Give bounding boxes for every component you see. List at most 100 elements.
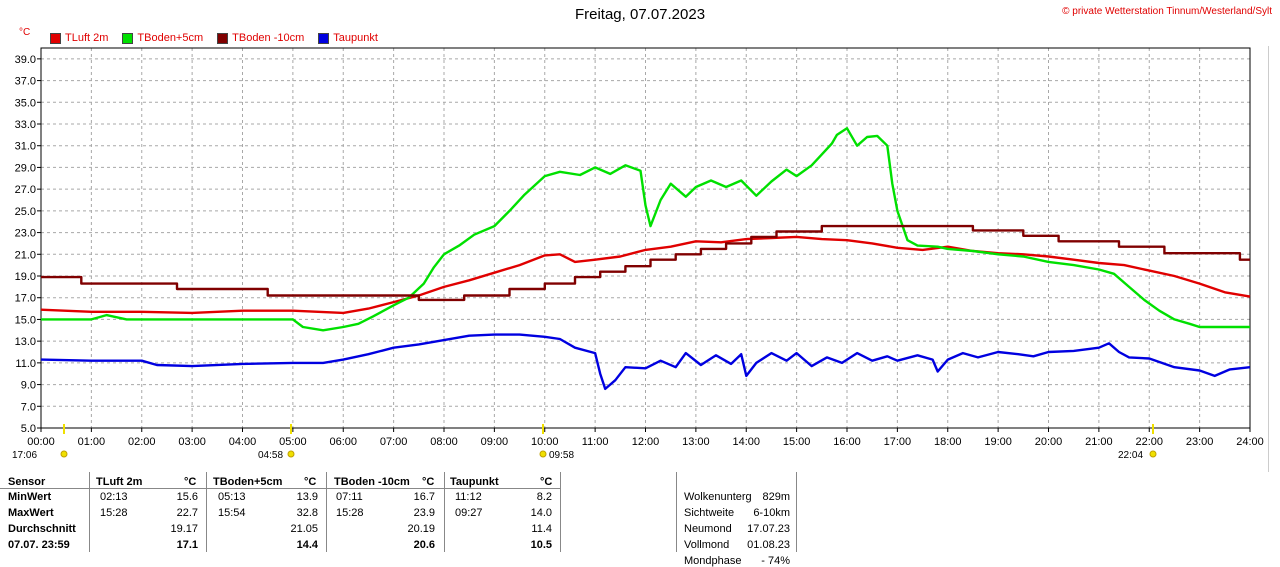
legend-label-tluft: TLuft 2m xyxy=(65,32,109,44)
y-tick-label: 37.0 xyxy=(15,76,36,88)
legend-swatch-taupunkt xyxy=(318,32,330,44)
info-value: 829m xyxy=(762,491,790,503)
y-axis-unit: °C xyxy=(19,27,31,38)
x-tick-label: 13:00 xyxy=(682,436,710,448)
y-tick-label: 29.0 xyxy=(15,162,36,174)
info-value: 01.08.23 xyxy=(747,539,790,551)
y-tick-label: 27.0 xyxy=(15,184,36,196)
stats-header-divider xyxy=(0,488,560,489)
x-tick-label: 05:00 xyxy=(279,436,307,448)
sun-marker-time: 22:04 xyxy=(1118,450,1143,461)
stats-cell: 21.05 xyxy=(290,523,318,535)
sun-marker-time: 04:58 xyxy=(258,450,283,461)
x-tick-label: 12:00 xyxy=(632,436,660,448)
x-tick-label: 19:00 xyxy=(984,436,1012,448)
stats-cell: 22.7 xyxy=(176,507,198,519)
stats-cell: 15:54 xyxy=(218,507,246,519)
y-tick-label: 15.0 xyxy=(15,314,36,326)
stats-cell: 02:13 xyxy=(100,491,128,503)
copyright-notice: © private Wetterstation Tinnum/Westerlan… xyxy=(1062,6,1272,17)
right-edge-rule xyxy=(1268,46,1269,472)
y-tick-label: 7.0 xyxy=(21,401,36,413)
stats-divider xyxy=(676,472,677,552)
legend-label-taupunkt: Taupunkt xyxy=(333,32,378,44)
x-tick-label: 24:00 xyxy=(1236,436,1264,448)
legend-label-tboden5: TBoden+5cm xyxy=(137,32,204,44)
series-line-tboden10 xyxy=(41,224,1250,302)
info-label: Mondphase xyxy=(684,555,742,567)
legend-swatch-tboden10 xyxy=(217,32,229,44)
y-tick-label: 9.0 xyxy=(21,380,36,392)
stats-cell: 16.7 xyxy=(413,491,435,503)
sun-marker-time: 17:06 xyxy=(12,450,37,461)
stats-cell: 13.9 xyxy=(296,491,318,503)
x-tick-label: 18:00 xyxy=(934,436,962,448)
stats-divider xyxy=(444,472,445,552)
stats-header-tboden10-unit: °C xyxy=(422,476,435,488)
stats-header-tboden5-unit: °C xyxy=(304,476,317,488)
x-tick-label: 20:00 xyxy=(1035,436,1063,448)
stats-header-tboden10: TBoden -10cm xyxy=(334,476,410,488)
info-label: Sichtweite xyxy=(684,507,735,519)
stats-row-label-max: MaxWert xyxy=(8,507,54,519)
y-tick-label: 31.0 xyxy=(15,141,36,153)
x-tick-label: 03:00 xyxy=(178,436,206,448)
stats-divider xyxy=(89,472,90,552)
legend-item-tluft: TLuft 2m xyxy=(50,31,108,45)
x-tick-label: 17:00 xyxy=(884,436,912,448)
x-tick-label: 04:00 xyxy=(229,436,257,448)
stats-cell: 05:13 xyxy=(218,491,246,503)
stats-cell: 17.1 xyxy=(176,539,198,551)
sun-marker-icon xyxy=(1149,450,1157,458)
y-tick-label: 19.0 xyxy=(15,271,36,283)
statistics-table: Sensor TLuft 2m °C TBoden+5cm °C TBoden … xyxy=(0,472,800,567)
x-tick-label: 14:00 xyxy=(732,436,760,448)
y-tick-label: 23.0 xyxy=(15,228,36,240)
chart-title: Freitag, 07.07.2023 xyxy=(574,6,706,23)
stats-cell: 23.9 xyxy=(413,507,435,519)
sun-marker-icon xyxy=(287,450,295,458)
x-tick-label: 11:00 xyxy=(582,436,609,448)
stats-cell: 14.0 xyxy=(530,507,552,519)
info-label: Neumond xyxy=(684,523,732,535)
stats-header-tluft: TLuft 2m xyxy=(96,476,143,488)
x-tick-label: 21:00 xyxy=(1085,436,1113,448)
info-value: - 74% xyxy=(761,555,790,567)
stats-cell: 11.4 xyxy=(531,523,552,535)
info-value: 6-10km xyxy=(753,507,790,519)
stats-cell: 8.2 xyxy=(536,491,552,503)
y-tick-label: 25.0 xyxy=(15,206,36,218)
x-tick-label: 09:00 xyxy=(481,436,509,448)
stats-header-taupunkt-unit: °C xyxy=(540,476,553,488)
temperature-chart: 5.0 7.0 9.0 11.0 13.0 15.0 17.0 19.0 21.0 23.0 25.… xyxy=(12,47,1264,461)
stats-divider xyxy=(206,472,207,552)
stats-cell: 19.17 xyxy=(170,523,198,535)
x-tick-label: 06:00 xyxy=(329,436,357,448)
stats-cell: 09:27 xyxy=(455,507,483,519)
legend-swatch-tboden5 xyxy=(122,32,134,44)
stats-cell: 14.4 xyxy=(296,539,318,551)
chart-legend: TLuft 2m TBoden+5cm TBoden -10cm Taupunk… xyxy=(50,31,392,45)
legend-label-tboden10: TBoden -10cm xyxy=(232,32,305,44)
stats-header-tluft-unit: °C xyxy=(184,476,197,488)
x-tick-label: 01:00 xyxy=(78,436,106,448)
x-tick-label: 08:00 xyxy=(430,436,458,448)
stats-divider xyxy=(560,472,561,552)
series-line-taupunkt xyxy=(40,333,1251,391)
stats-header-sensor: Sensor xyxy=(8,476,46,488)
stats-cell: 15:28 xyxy=(100,507,128,519)
legend-item-taupunkt: Taupunkt xyxy=(318,31,378,45)
legend-item-tboden10: TBoden -10cm xyxy=(217,31,304,45)
y-tick-label: 33.0 xyxy=(15,119,36,131)
x-tick-label: 23:00 xyxy=(1186,436,1214,448)
y-tick-label: 21.0 xyxy=(15,249,36,261)
series-line-tboden5 xyxy=(41,127,1250,332)
stats-cell: 10.5 xyxy=(530,539,552,551)
stats-cell: 20.6 xyxy=(413,539,435,551)
y-tick-label: 5.0 xyxy=(21,423,36,435)
x-tick-label: 22:00 xyxy=(1135,436,1163,448)
stats-row-label-avg: Durchschnitt xyxy=(8,523,76,535)
info-label: Vollmond xyxy=(684,539,730,551)
x-tick-label: 16:00 xyxy=(833,436,861,448)
sun-marker-icon xyxy=(539,450,547,458)
